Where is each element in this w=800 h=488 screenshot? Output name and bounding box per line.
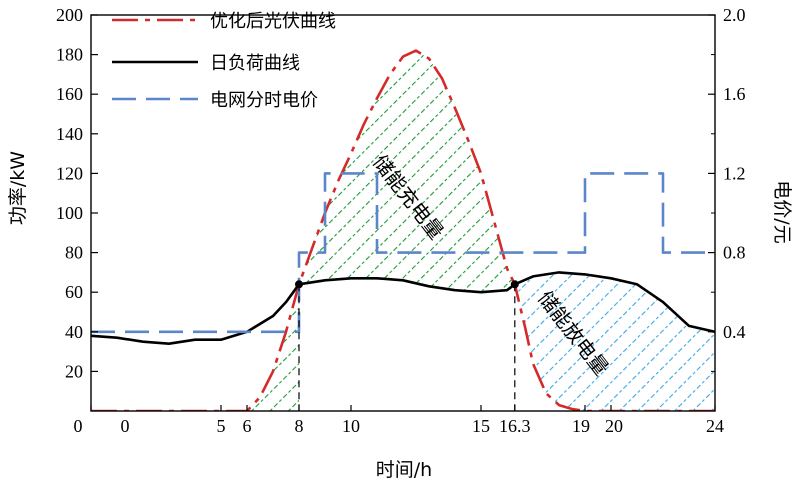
x-tick-label: 10 — [342, 416, 360, 436]
y-tick-label: 60 — [65, 282, 83, 302]
x-tick-label: 5 — [217, 416, 226, 436]
y2-tick-label: 0.4 — [723, 322, 746, 342]
x-tick-label: 19 — [572, 416, 590, 436]
series-layer — [91, 49, 715, 411]
origin-label: 0 — [74, 416, 83, 436]
series-line-2 — [91, 172, 715, 334]
charge-region — [247, 50, 515, 411]
y-axis-label: 功率/kW — [7, 151, 29, 225]
legend-label-price: 电网分时电价 — [210, 90, 318, 111]
y-tick-label: 100 — [56, 203, 83, 223]
series-line-1 — [91, 271, 715, 346]
hatched-regions — [247, 50, 715, 411]
y-tick-label: 80 — [65, 243, 83, 263]
y-tick-label: 120 — [56, 163, 83, 183]
intersection-markers — [295, 280, 519, 289]
guide-lines — [298, 284, 516, 411]
x-tick-label: 24 — [706, 416, 724, 436]
axis-ticks: 204060801001201401601802000.40.81.21.62.… — [56, 5, 746, 436]
y2-tick-label: 1.6 — [723, 84, 746, 104]
x-axis-label: 时间/h — [376, 459, 432, 481]
y-tick-label: 140 — [56, 124, 83, 144]
series-line-0 — [91, 49, 715, 411]
y2-tick-label: 2.0 — [723, 5, 746, 25]
x-tick-label: 6 — [243, 416, 252, 436]
y-tick-label: 20 — [65, 361, 83, 381]
y-tick-label: 200 — [56, 5, 83, 25]
x-tick-label: 20 — [605, 416, 623, 436]
y-tick-label: 40 — [65, 322, 83, 342]
x-tick-label: 15 — [472, 416, 490, 436]
y2-tick-label: 0.8 — [723, 243, 746, 263]
legend-label-pv: 优化后光伏曲线 — [210, 11, 336, 32]
x-tick-label: 16.3 — [499, 416, 531, 436]
legend: 优化后光伏曲线 日负荷曲线 电网分时电价 — [112, 11, 336, 111]
intersection-marker-0 — [295, 280, 303, 289]
y2-tick-label: 1.2 — [723, 163, 746, 183]
intersection-marker-1 — [510, 280, 519, 289]
x-tick-label: 8 — [295, 416, 304, 436]
y2-axis-label: 电价/元 — [771, 180, 793, 243]
y-tick-label: 180 — [56, 45, 83, 65]
legend-label-load: 日负荷曲线 — [210, 53, 300, 74]
x-tick-label: 0 — [121, 416, 130, 436]
discharge-region — [514, 272, 715, 411]
y-tick-label: 160 — [56, 84, 83, 104]
